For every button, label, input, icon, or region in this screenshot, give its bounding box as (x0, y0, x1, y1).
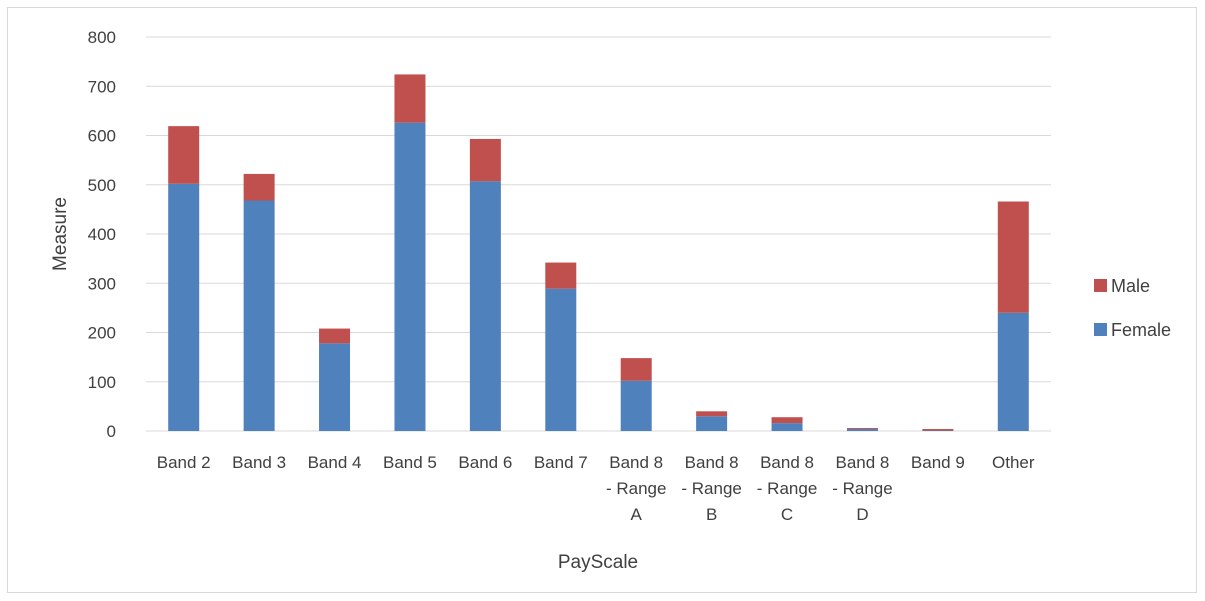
x-tick-label: A (631, 505, 643, 524)
x-tick-label: Band 9 (911, 453, 965, 472)
bar-female-3 (394, 122, 426, 431)
y-axis-ticks: 0 100 200 300 400 500 600 700 800 (88, 28, 116, 441)
legend-swatch-male (1094, 279, 1107, 292)
x-tick-label: Other (992, 453, 1035, 472)
y-tick-label: 200 (88, 324, 116, 343)
bar-male-8 (771, 417, 803, 424)
x-tick-label: Band 5 (383, 453, 437, 472)
x-tick-label: Band 8 (836, 453, 890, 472)
x-tick-label: Band 8 (609, 453, 663, 472)
y-tick-label: 400 (88, 225, 116, 244)
bar-female-11 (997, 312, 1029, 431)
x-tick-label: Band 7 (534, 453, 588, 472)
x-tick-label: - Range (681, 479, 741, 498)
bar-male-5 (545, 262, 577, 289)
x-axis-title: PayScale (558, 552, 638, 573)
x-tick-label: Band 3 (232, 453, 286, 472)
y-tick-label: 600 (88, 127, 116, 146)
bar-male-7 (696, 411, 728, 417)
bar-female-1 (243, 200, 275, 431)
bar-male-4 (469, 138, 501, 182)
y-tick-label: 500 (88, 176, 116, 195)
x-tick-label: - Range (606, 479, 666, 498)
bar-female-5 (545, 288, 577, 431)
bar-male-2 (319, 328, 351, 344)
bar-female-9 (846, 429, 878, 431)
bar-male-6 (620, 358, 652, 381)
bar-female-8 (771, 423, 803, 431)
bar-male-11 (997, 201, 1029, 313)
y-tick-label: 300 (88, 274, 116, 293)
x-tick-label: Band 8 (760, 453, 814, 472)
bar-female-7 (696, 416, 728, 431)
y-tick-label: 100 (88, 373, 116, 392)
y-axis-title: Measure (50, 197, 71, 271)
x-tick-label: - Range (757, 479, 817, 498)
x-tick-label: Band 4 (308, 453, 362, 472)
y-tick-label: 800 (88, 28, 116, 47)
bar-female-6 (620, 380, 652, 431)
legend-label-female: Female (1111, 320, 1171, 340)
bar-male-0 (168, 126, 200, 184)
legend-label-male: Male (1111, 276, 1150, 296)
bar-male-1 (243, 173, 275, 201)
bar-male-10 (922, 429, 954, 431)
x-tick-label: - Range (832, 479, 892, 498)
y-tick-label: 0 (107, 422, 116, 441)
x-tick-label: B (706, 505, 717, 524)
legend-swatch-female (1094, 323, 1107, 336)
bar-female-4 (469, 181, 501, 431)
gridlines (146, 36, 1051, 432)
bars (168, 74, 1029, 431)
bar-female-2 (319, 343, 351, 431)
legend: Male Female (1094, 276, 1171, 340)
x-tick-label: Band 8 (685, 453, 739, 472)
x-tick-label: Band 2 (157, 453, 211, 472)
bar-male-3 (394, 74, 426, 123)
x-tick-label: D (856, 505, 868, 524)
x-tick-label: Band 6 (458, 453, 512, 472)
x-tick-label: C (781, 505, 793, 524)
bar-female-0 (168, 183, 200, 431)
y-tick-label: 700 (88, 77, 116, 96)
x-axis-ticks: Band 2 Band 3 Band 4 Band 5 Band 6 Band 7 Band… (157, 453, 1035, 524)
bar-male-9 (846, 428, 878, 430)
